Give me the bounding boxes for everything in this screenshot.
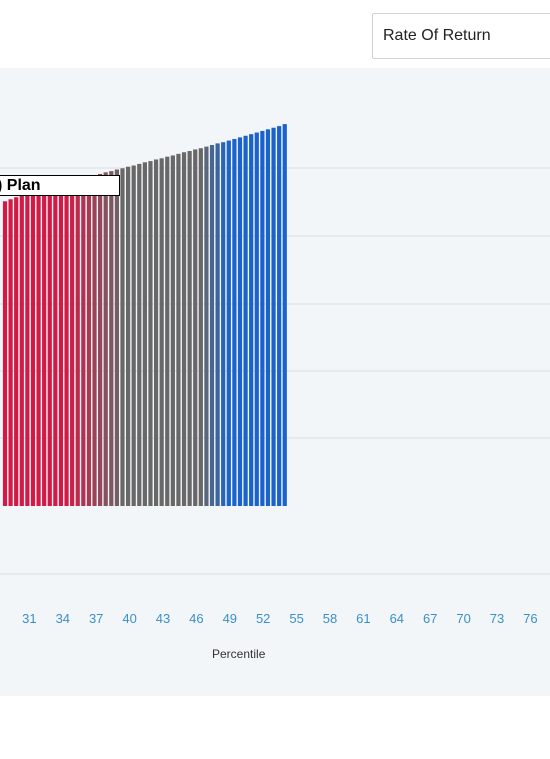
bar-percentile-55[interactable] bbox=[153, 159, 159, 506]
bar-percentile-39[interactable] bbox=[64, 182, 69, 506]
bar-percentile-30[interactable] bbox=[14, 197, 19, 506]
bar-percentile-47[interactable] bbox=[109, 171, 114, 506]
metric-select[interactable]: Rate Of Return bbox=[372, 13, 550, 59]
bar-percentile-62[interactable] bbox=[193, 149, 198, 506]
x-tick-label: 43 bbox=[156, 611, 170, 626]
x-tick-label: 40 bbox=[122, 611, 136, 626]
x-axis-label: Percentile bbox=[212, 647, 266, 661]
bar-percentile-54[interactable] bbox=[148, 161, 153, 506]
bar-percentile-52[interactable] bbox=[137, 163, 142, 506]
x-tick-label: 37 bbox=[89, 611, 103, 626]
bar-percentile-29[interactable] bbox=[8, 199, 13, 506]
bar-percentile-57[interactable] bbox=[165, 156, 170, 506]
bar-percentile-53[interactable] bbox=[142, 162, 147, 506]
bar-percentile-40[interactable] bbox=[70, 181, 75, 506]
bar-percentile-73[interactable] bbox=[254, 132, 259, 506]
bar-percentile-65[interactable] bbox=[209, 145, 215, 506]
bar-percentile-74[interactable] bbox=[260, 130, 265, 506]
bar-percentile-49[interactable] bbox=[120, 168, 125, 506]
bar-percentile-37[interactable] bbox=[53, 186, 58, 506]
x-tick-label: 49 bbox=[223, 611, 237, 626]
bar-percentile-67[interactable] bbox=[221, 142, 226, 506]
bar-percentile-56[interactable] bbox=[159, 158, 164, 506]
bar-percentile-78[interactable] bbox=[282, 124, 287, 506]
metric-select-value: Rate Of Return bbox=[383, 27, 491, 44]
bar-percentile-44[interactable] bbox=[92, 175, 97, 506]
bar-percentile-28[interactable] bbox=[2, 201, 8, 506]
bar-percentile-77[interactable] bbox=[277, 126, 282, 507]
bar-percentile-68[interactable] bbox=[226, 140, 231, 506]
bar-percentile-75[interactable] bbox=[265, 129, 271, 506]
bar-percentile-50[interactable] bbox=[125, 166, 131, 506]
bar-percentile-43[interactable] bbox=[86, 176, 92, 506]
bar-percentile-45[interactable] bbox=[98, 173, 103, 506]
bar-percentile-76[interactable] bbox=[271, 127, 276, 506]
bar-percentile-36[interactable] bbox=[47, 187, 52, 506]
x-tick-label: 52 bbox=[256, 611, 270, 626]
bar-percentile-64[interactable] bbox=[204, 146, 209, 507]
bar-percentile-48[interactable] bbox=[114, 169, 119, 506]
bar-percentile-69[interactable] bbox=[232, 138, 237, 506]
bar-percentile-70[interactable] bbox=[237, 137, 243, 506]
bar-percentile-32[interactable] bbox=[25, 194, 30, 507]
x-tick-label: 58 bbox=[323, 611, 337, 626]
bar-percentile-58[interactable] bbox=[170, 155, 175, 506]
bar-percentile-72[interactable] bbox=[249, 134, 254, 506]
bar-percentile-71[interactable] bbox=[243, 135, 248, 506]
x-tick-label: 64 bbox=[390, 611, 404, 626]
bar-percentile-38[interactable] bbox=[58, 184, 64, 506]
x-tick-label: 31 bbox=[22, 611, 36, 626]
bar-percentile-35[interactable] bbox=[42, 189, 47, 506]
chart-title: ) Plan bbox=[0, 175, 120, 196]
x-tick-label: 46 bbox=[189, 611, 203, 626]
chart-panel: 831343740434649525558616467707376 ) Plan… bbox=[0, 68, 550, 696]
bar-percentile-33[interactable] bbox=[30, 192, 36, 506]
bar-percentile-60[interactable] bbox=[181, 152, 187, 506]
bar-percentile-66[interactable] bbox=[215, 143, 220, 506]
bar-percentile-59[interactable] bbox=[176, 153, 181, 506]
bar-percentile-61[interactable] bbox=[187, 151, 192, 506]
bar-percentile-31[interactable] bbox=[19, 195, 24, 506]
bar-percentile-51[interactable] bbox=[131, 165, 136, 506]
x-tick-label: 73 bbox=[490, 611, 504, 626]
x-tick-label: 55 bbox=[289, 611, 303, 626]
bar-percentile-46[interactable] bbox=[103, 172, 108, 506]
bar-percentile-34[interactable] bbox=[36, 190, 41, 506]
x-tick-label: 34 bbox=[56, 611, 70, 626]
bar-percentile-42[interactable] bbox=[81, 178, 86, 506]
percentile-bar-chart: 831343740434649525558616467707376 bbox=[0, 124, 550, 626]
x-tick-label: 61 bbox=[356, 611, 370, 626]
x-tick-label: 67 bbox=[423, 611, 437, 626]
bar-percentile-63[interactable] bbox=[198, 148, 203, 506]
x-tick-label: 70 bbox=[456, 611, 470, 626]
x-tick-label: 76 bbox=[523, 611, 537, 626]
bar-percentile-41[interactable] bbox=[75, 179, 80, 506]
